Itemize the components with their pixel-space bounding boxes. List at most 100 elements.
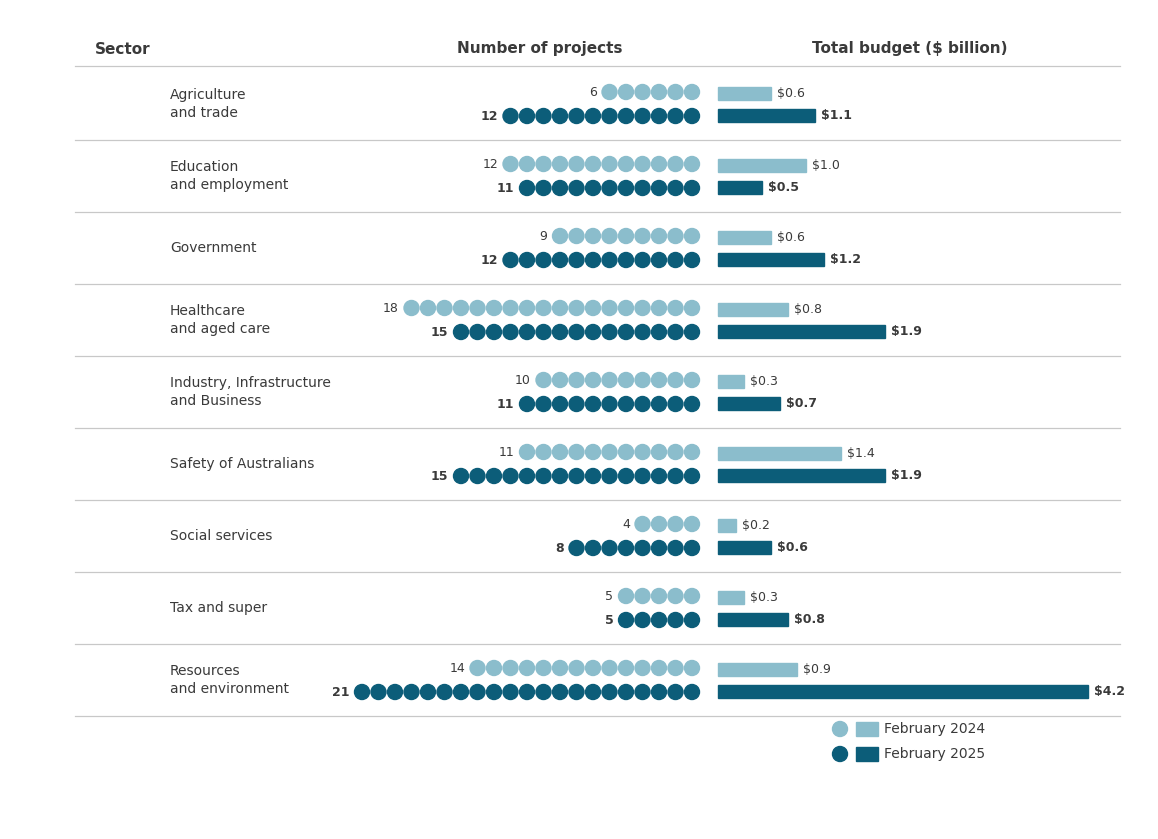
- Text: $0.8: $0.8: [794, 303, 822, 316]
- Text: 15: 15: [431, 326, 448, 338]
- Circle shape: [668, 612, 683, 628]
- Circle shape: [536, 180, 551, 195]
- Circle shape: [618, 660, 633, 675]
- Circle shape: [552, 228, 567, 243]
- Circle shape: [652, 228, 667, 243]
- Circle shape: [652, 373, 667, 388]
- Circle shape: [618, 157, 633, 171]
- Circle shape: [635, 157, 650, 171]
- Circle shape: [684, 397, 699, 411]
- Circle shape: [618, 468, 633, 483]
- Circle shape: [586, 445, 601, 460]
- Text: $0.8: $0.8: [794, 613, 826, 626]
- Circle shape: [569, 228, 584, 243]
- Circle shape: [437, 685, 452, 700]
- Circle shape: [635, 445, 650, 460]
- Text: Number of projects: Number of projects: [457, 41, 623, 56]
- Circle shape: [503, 300, 518, 315]
- Circle shape: [618, 300, 633, 315]
- Circle shape: [420, 300, 435, 315]
- Circle shape: [618, 253, 633, 268]
- Circle shape: [684, 253, 699, 268]
- Circle shape: [569, 445, 584, 460]
- Circle shape: [552, 445, 567, 460]
- Circle shape: [586, 660, 601, 675]
- Text: Total budget ($ billion): Total budget ($ billion): [812, 41, 1007, 56]
- Circle shape: [618, 85, 633, 100]
- Circle shape: [503, 660, 518, 675]
- Circle shape: [652, 612, 667, 628]
- Circle shape: [470, 685, 485, 700]
- Bar: [856, 722, 878, 736]
- Circle shape: [635, 588, 650, 603]
- Circle shape: [652, 540, 667, 555]
- Circle shape: [602, 325, 617, 340]
- Circle shape: [536, 660, 551, 675]
- Text: $0.6: $0.6: [777, 541, 808, 554]
- Circle shape: [668, 397, 683, 411]
- Text: 11: 11: [497, 398, 514, 410]
- Circle shape: [503, 157, 518, 171]
- Circle shape: [668, 588, 683, 603]
- Circle shape: [668, 468, 683, 483]
- Bar: [718, 87, 771, 100]
- Circle shape: [520, 685, 535, 700]
- Bar: [718, 181, 762, 194]
- Circle shape: [602, 253, 617, 268]
- Circle shape: [635, 517, 650, 531]
- Circle shape: [668, 157, 683, 171]
- Text: 12: 12: [481, 110, 498, 122]
- Circle shape: [520, 180, 535, 195]
- Circle shape: [684, 157, 699, 171]
- Text: $1.4: $1.4: [848, 447, 875, 460]
- Circle shape: [602, 85, 617, 100]
- Text: $0.3: $0.3: [750, 591, 778, 604]
- Circle shape: [618, 685, 633, 700]
- Circle shape: [569, 685, 584, 700]
- Text: Tax and super: Tax and super: [170, 601, 267, 615]
- Circle shape: [602, 468, 617, 483]
- Circle shape: [520, 397, 535, 411]
- Bar: [718, 447, 842, 460]
- Circle shape: [354, 685, 369, 700]
- Circle shape: [586, 157, 601, 171]
- Circle shape: [652, 397, 667, 411]
- Circle shape: [635, 253, 650, 268]
- Circle shape: [486, 685, 501, 700]
- Text: 8: 8: [556, 541, 564, 555]
- Text: 15: 15: [431, 470, 448, 482]
- Circle shape: [586, 300, 601, 315]
- Circle shape: [668, 228, 683, 243]
- Circle shape: [552, 325, 567, 340]
- Circle shape: [569, 397, 584, 411]
- Circle shape: [520, 468, 535, 483]
- Circle shape: [635, 180, 650, 195]
- Circle shape: [602, 373, 617, 388]
- Circle shape: [503, 685, 518, 700]
- Circle shape: [833, 747, 848, 762]
- Circle shape: [520, 253, 535, 268]
- Circle shape: [586, 685, 601, 700]
- Circle shape: [569, 180, 584, 195]
- Circle shape: [652, 588, 667, 603]
- Circle shape: [684, 588, 699, 603]
- Circle shape: [668, 108, 683, 123]
- Circle shape: [536, 157, 551, 171]
- Text: $0.7: $0.7: [785, 397, 816, 410]
- Circle shape: [503, 325, 518, 340]
- Circle shape: [536, 445, 551, 460]
- Circle shape: [684, 325, 699, 340]
- Text: and environment: and environment: [170, 682, 290, 696]
- Circle shape: [652, 157, 667, 171]
- Circle shape: [668, 180, 683, 195]
- Text: 4: 4: [622, 518, 630, 530]
- Circle shape: [668, 300, 683, 315]
- Text: Education: Education: [170, 160, 240, 174]
- Circle shape: [602, 397, 617, 411]
- Circle shape: [635, 540, 650, 555]
- Bar: [718, 519, 735, 532]
- Text: $1.0: $1.0: [812, 159, 840, 172]
- Bar: [856, 747, 878, 761]
- Circle shape: [552, 660, 567, 675]
- Circle shape: [618, 588, 633, 603]
